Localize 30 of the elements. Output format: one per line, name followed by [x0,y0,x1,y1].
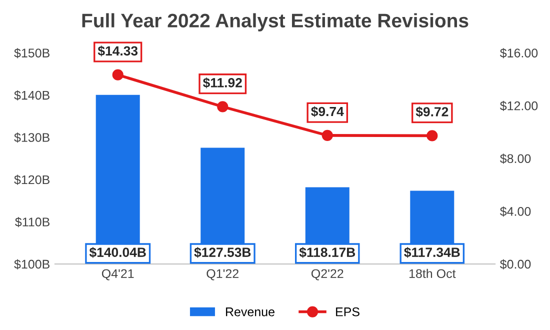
y-tick-label: $150B [14,48,50,58]
y-tick-label: $130B [14,132,50,143]
y-tick-label: $100B [14,259,50,270]
x-tick-label: Q4'21 [102,269,134,280]
y2-tick-label: $8.00 [500,154,531,164]
point [112,69,124,80]
data-label: $118.17B [299,247,356,258]
x-tick-label: Q1'22 [206,269,238,280]
legend-label: EPS [336,307,360,316]
y2-tick-label: $4.00 [500,206,531,217]
point [322,130,333,141]
y2-tick-label: $12.00 [500,100,538,111]
legend-label: Revenue [226,308,274,316]
data-label: $11.92 [202,77,242,88]
y-tick-label: $120B [14,174,50,185]
data-label: $9.74 [311,106,344,118]
x-tick-label: 18th Oct [409,268,456,278]
y2-tick-label: $16.00 [500,48,538,58]
data-label: $9.72 [416,106,448,118]
y-tick-label: $140B [14,90,50,100]
y-tick-label: $110B [15,217,50,228]
data-label: $127.53B [194,247,251,258]
data-label: $117.34B [404,247,460,258]
data-label: $14.33 [98,46,138,56]
y2-tick-label: $0.00 [500,259,531,270]
point [217,101,228,112]
x-tick-label: Q2'22 [311,269,344,280]
point [426,130,438,142]
chart-title: Full Year 2022 Analyst Estimate Revisions [82,13,468,32]
data-label: $140.04B [89,247,146,258]
